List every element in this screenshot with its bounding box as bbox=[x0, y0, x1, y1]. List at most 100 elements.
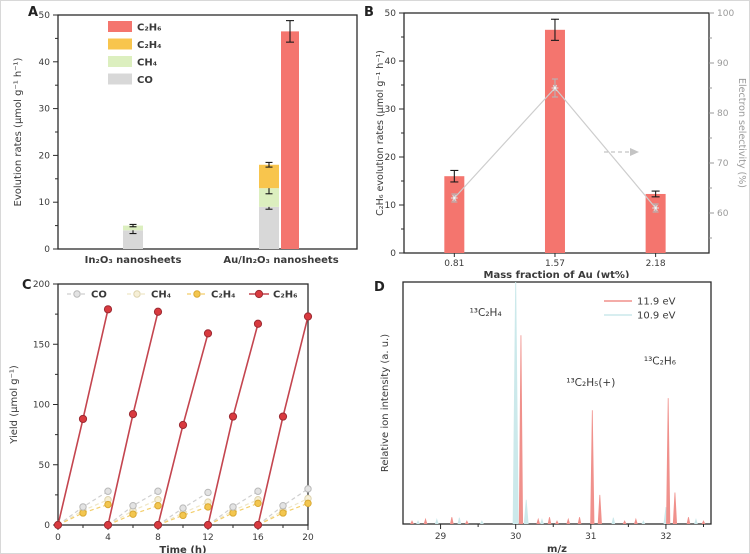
y2-axis-title: Electron selectivity (%) bbox=[736, 78, 747, 188]
series-marker-co bbox=[279, 502, 287, 510]
series-marker-co bbox=[304, 485, 312, 493]
series-marker-co bbox=[79, 503, 87, 511]
series-marker-c2h4 bbox=[104, 500, 112, 509]
series-line-c2h4 bbox=[257, 502, 309, 526]
x-tick-label: 30 bbox=[510, 532, 522, 542]
x-tick-label: 31 bbox=[585, 532, 596, 542]
y-tick-label: 20 bbox=[385, 153, 397, 163]
marker-center bbox=[654, 206, 657, 210]
stacked-bar-segment bbox=[259, 164, 279, 189]
noise-red bbox=[423, 517, 428, 524]
panel-a-label: A bbox=[28, 5, 39, 20]
x-category-label: In₂O₃ nanosheets bbox=[85, 255, 182, 266]
x-tick-label: 0 bbox=[55, 533, 61, 543]
y-tick-label: 30 bbox=[39, 105, 51, 115]
noise-blue bbox=[416, 520, 420, 524]
series-marker-c2h6 bbox=[253, 520, 263, 530]
stacked-bar-segment bbox=[123, 225, 143, 231]
x-tick-label: 1.57 bbox=[545, 259, 565, 269]
panel-b-label: B bbox=[364, 5, 374, 20]
arrow-head bbox=[630, 148, 639, 156]
noise-blue bbox=[694, 518, 698, 524]
y-tick-label: 0 bbox=[390, 249, 396, 259]
noise-red bbox=[555, 520, 559, 524]
series-line-c2h6 bbox=[107, 311, 159, 526]
series-marker-co bbox=[129, 502, 137, 510]
stacked-bar-segment bbox=[259, 188, 279, 207]
series-marker-c2h4 bbox=[304, 499, 312, 508]
y-axis-title: Yield (µmol g⁻¹) bbox=[9, 365, 20, 445]
selectivity-marker bbox=[450, 194, 458, 202]
y-axis-title: C₂H₆ evolution rates (µmol g⁻¹ h⁻¹) bbox=[376, 50, 386, 216]
c2h6-bar bbox=[281, 31, 299, 249]
series-marker-c2h6 bbox=[153, 520, 163, 530]
x-tick-label: 32 bbox=[660, 532, 671, 542]
x-tick-label: 29 bbox=[435, 532, 447, 542]
noise-blue bbox=[611, 517, 616, 524]
peak-annotation: ¹³C₂H₅(+) bbox=[566, 377, 615, 389]
peak-annotation: ¹³C₂H₄ bbox=[470, 307, 502, 319]
series-marker-c2h6 bbox=[228, 412, 238, 421]
x-axis-title: Time (h) bbox=[159, 545, 206, 554]
peak-red bbox=[597, 494, 602, 524]
series-marker-c2h4 bbox=[129, 510, 137, 518]
y-tick-label: 10 bbox=[385, 201, 397, 211]
y-tick-label: 50 bbox=[39, 11, 51, 21]
series-line-c2h4 bbox=[57, 503, 109, 526]
noise-blue bbox=[457, 517, 462, 524]
series-line-c2h4 bbox=[207, 502, 259, 526]
c2h6-bar bbox=[544, 29, 565, 253]
noise-red bbox=[536, 517, 541, 524]
selectivity-marker bbox=[652, 204, 660, 212]
y-tick-label: 10 bbox=[39, 198, 51, 208]
panel-b-chart: 0 10 20 30 40 50 60 70 80 90 100 C₂H₆ evolution rat… bbox=[376, 9, 747, 278]
legend-label: C₂H₄ bbox=[137, 40, 161, 51]
series-marker-c2h6 bbox=[103, 520, 113, 530]
series-line-c2h6 bbox=[207, 323, 259, 526]
marker-center bbox=[553, 86, 557, 90]
series-marker-c2h6 bbox=[128, 410, 138, 419]
x-tick-label: 20 bbox=[302, 533, 314, 543]
legend-swatch bbox=[108, 38, 132, 50]
legend-label: C₂H₄ bbox=[211, 290, 235, 301]
x-tick-label: 4 bbox=[105, 533, 111, 543]
noise-red bbox=[465, 520, 469, 524]
x-tick-label: 16 bbox=[252, 533, 264, 543]
x-tick-label: 12 bbox=[202, 533, 213, 543]
legend-label: CO bbox=[91, 290, 107, 301]
legend-marker bbox=[133, 290, 141, 298]
legend-label: CH₄ bbox=[151, 290, 171, 301]
series-marker-co bbox=[179, 504, 187, 512]
series-marker-c2h6 bbox=[278, 412, 288, 421]
series-marker-co bbox=[229, 503, 237, 511]
y-tick-label: 40 bbox=[39, 58, 51, 68]
legend-swatch bbox=[108, 21, 132, 32]
series-marker-c2h6 bbox=[203, 520, 213, 530]
y2-tick-label: 100 bbox=[717, 9, 734, 19]
legend-label: C₂H₆ bbox=[273, 290, 297, 301]
noise-red bbox=[566, 517, 571, 524]
noise-blue bbox=[434, 518, 439, 524]
noise-red bbox=[686, 517, 691, 524]
legend-label: CH₄ bbox=[137, 58, 157, 69]
series-marker-c2h4 bbox=[229, 509, 237, 517]
series-line-c2h6 bbox=[157, 333, 209, 526]
legend-marker bbox=[254, 289, 264, 299]
panel-d-chart: 29 30 31 32 m/z Relative ion intensity (a. u.… bbox=[380, 281, 712, 553]
series-marker-c2h6 bbox=[53, 520, 63, 530]
peak-red bbox=[590, 410, 595, 524]
series-marker-c2h4 bbox=[79, 509, 87, 517]
y2-tick-label: 70 bbox=[717, 159, 729, 169]
noise-blue bbox=[480, 520, 484, 524]
series-marker-c2h6 bbox=[303, 312, 313, 321]
series-marker-c2h4 bbox=[204, 503, 212, 511]
x-category-label: Au/In₂O₃ nanosheets bbox=[223, 255, 338, 266]
y-tick-label: 30 bbox=[385, 105, 397, 115]
series-marker-co bbox=[254, 487, 262, 495]
y2-tick-label: 60 bbox=[717, 209, 729, 219]
legend-marker bbox=[73, 290, 81, 298]
legend-label: 11.9 eV bbox=[637, 297, 676, 308]
legend-marker bbox=[193, 290, 201, 298]
noise-red bbox=[547, 517, 552, 524]
